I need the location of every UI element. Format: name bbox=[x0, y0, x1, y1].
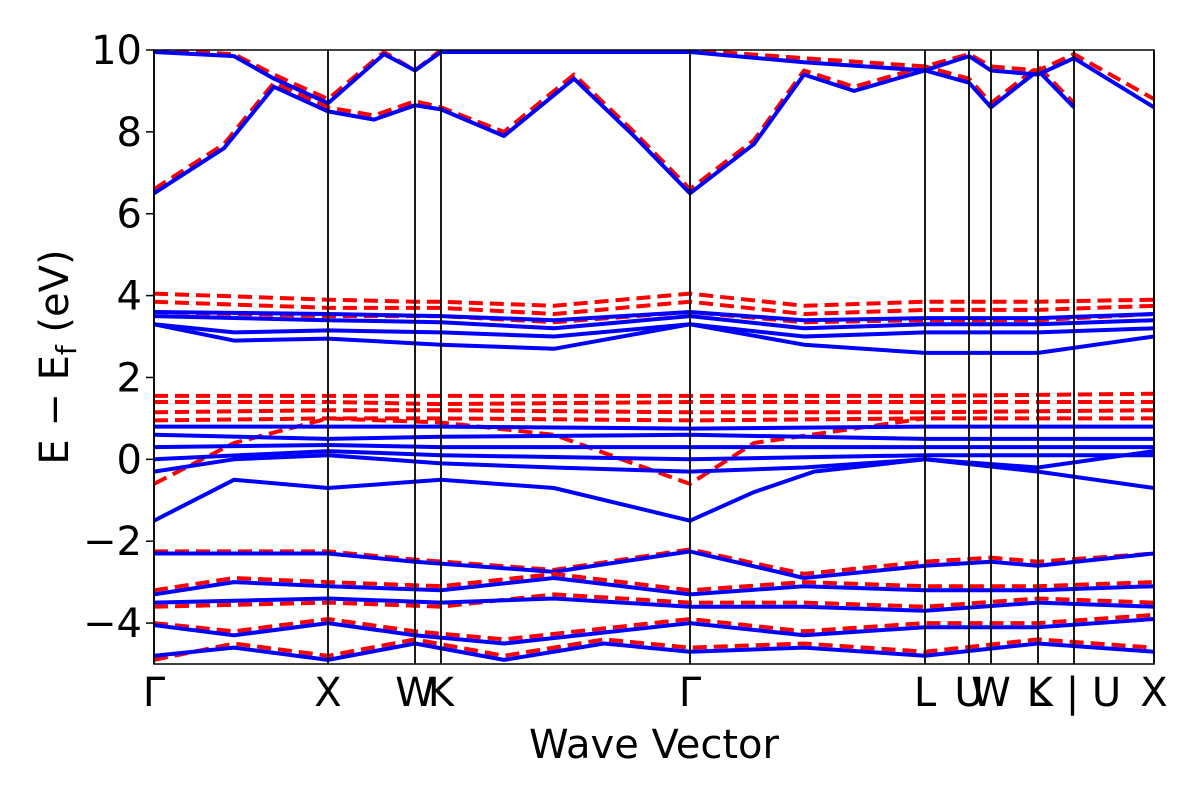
band-line-3 bbox=[154, 50, 1154, 110]
x-tick-label-1: X bbox=[314, 670, 341, 716]
y-tick-label-2: 0 bbox=[117, 437, 142, 483]
band-line-28 bbox=[154, 612, 1154, 642]
x-tick-label-2: W bbox=[395, 670, 435, 716]
band-line-17 bbox=[154, 432, 1154, 441]
y-tick-label-6: 8 bbox=[117, 110, 142, 156]
y-tick-label-0: −4 bbox=[83, 601, 142, 647]
x-tick-label-5: L bbox=[914, 670, 937, 716]
y-axis-title-main: E − E bbox=[32, 355, 78, 465]
band-line-11 bbox=[154, 391, 1154, 398]
kpoint-lines bbox=[153, 50, 1155, 664]
y-tick-label-1: −2 bbox=[83, 519, 142, 565]
y-tick-label-4: 4 bbox=[117, 274, 142, 320]
band-line-24 bbox=[154, 571, 1154, 593]
y-axis-title-unit: (eV) bbox=[32, 249, 78, 345]
band-line-9 bbox=[154, 322, 1154, 339]
x-tick-label-0: Γ bbox=[143, 670, 166, 716]
band-line-14 bbox=[154, 416, 1154, 423]
band-line-31 bbox=[154, 641, 1154, 662]
x-tick-label-9: K | U bbox=[1027, 670, 1121, 716]
x-tick-label-10: X bbox=[1140, 670, 1167, 716]
band-line-25 bbox=[154, 576, 1154, 597]
x-tick-label-6: U bbox=[954, 670, 983, 716]
series-layer bbox=[154, 50, 1154, 662]
band-line-13 bbox=[154, 408, 1154, 415]
band-line-23 bbox=[154, 549, 1154, 580]
x-tick-label-3: K bbox=[428, 670, 456, 716]
band-line-2 bbox=[154, 50, 1154, 102]
plot-frame bbox=[153, 49, 1155, 665]
x-tick-label-8: L bbox=[1027, 670, 1050, 716]
band-line-21 bbox=[154, 457, 1154, 523]
band-line-10 bbox=[154, 322, 1154, 355]
y-tick-label-5: 6 bbox=[117, 192, 142, 238]
band-line-12 bbox=[154, 400, 1154, 407]
band-line-19 bbox=[154, 449, 1154, 462]
y-axis-title: E − Ef (eV) bbox=[32, 249, 83, 464]
y-ticks: −4 −2 0 2 4 6 8 10 bbox=[83, 28, 154, 647]
y-axis-title-subscript: f bbox=[50, 344, 83, 355]
x-axis-title: Wave Vector bbox=[529, 722, 780, 768]
x-tick-label-7: W bbox=[971, 670, 1011, 716]
band-line-29 bbox=[154, 617, 1154, 646]
band-line-20 bbox=[154, 449, 1154, 474]
band-line-16 bbox=[154, 424, 1154, 431]
band-line-22 bbox=[154, 547, 1154, 576]
band-line-4 bbox=[154, 291, 1154, 308]
y-tick-label-7: 10 bbox=[91, 28, 142, 74]
band-line-18 bbox=[154, 443, 1154, 450]
y-tick-label-3: 2 bbox=[117, 355, 142, 401]
x-tick-label-4: Γ bbox=[679, 670, 702, 716]
